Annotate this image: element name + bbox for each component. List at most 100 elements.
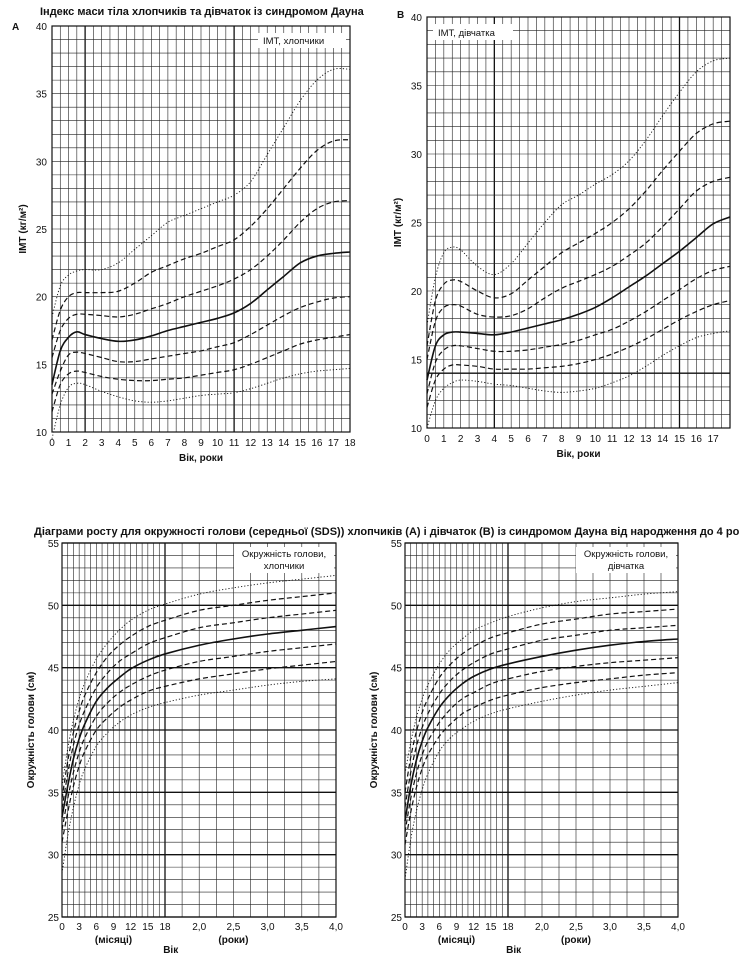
x-tick-label: 4 bbox=[115, 438, 121, 449]
y-tick-label: 35 bbox=[36, 90, 48, 101]
y-tick-label: 20 bbox=[36, 293, 48, 304]
x-tick-label: 10 bbox=[212, 438, 224, 449]
series-line-dotted bbox=[404, 591, 679, 774]
x-tick-label: 0 bbox=[59, 922, 65, 933]
series-line-dashed bbox=[426, 300, 731, 408]
y-tick-label: 30 bbox=[36, 157, 48, 168]
x-tick-label: 5 bbox=[132, 438, 138, 449]
series-line-dotted bbox=[426, 57, 731, 326]
x-tick-label: 15 bbox=[485, 922, 497, 933]
x-tick-label: 8 bbox=[182, 438, 188, 449]
series-line-dashed bbox=[61, 643, 337, 830]
x-tick-label: 12 bbox=[125, 922, 137, 933]
series-line-solid bbox=[426, 216, 731, 381]
series-line-dashed bbox=[61, 660, 337, 843]
x-tick-label: 9 bbox=[454, 922, 460, 933]
series-line-dashed bbox=[51, 199, 351, 358]
y-tick-label: 35 bbox=[48, 788, 60, 799]
plot-frame bbox=[51, 25, 351, 433]
plot-frame bbox=[404, 542, 679, 918]
x-tick-label: 1 bbox=[66, 438, 72, 449]
series-line-dashed bbox=[426, 176, 731, 360]
x-tick-label: 13 bbox=[640, 434, 652, 445]
y-tick-label: 45 bbox=[391, 664, 403, 675]
x-tick-label: 0 bbox=[49, 438, 55, 449]
x-tick-label: 9 bbox=[111, 922, 117, 933]
x-tick-label: 5 bbox=[508, 434, 514, 445]
x-tick-label: 0 bbox=[424, 434, 430, 445]
series-line-dotted bbox=[51, 68, 351, 318]
x-tick-label: 15 bbox=[674, 434, 686, 445]
y-tick-label: 15 bbox=[411, 356, 423, 367]
x-tick-label: 11 bbox=[607, 434, 618, 445]
x-tick-label: 12 bbox=[245, 438, 257, 449]
x-unit-months-label: (місяці) bbox=[95, 935, 132, 946]
legend-label: дівчатка bbox=[608, 561, 645, 572]
x-tick-label: 6 bbox=[149, 438, 155, 449]
x-unit-months-label: (місяці) bbox=[438, 935, 475, 946]
series-line-dashed bbox=[426, 265, 731, 394]
y-tick-label: 10 bbox=[36, 428, 48, 439]
y-tick-label: 40 bbox=[391, 726, 403, 737]
legend-box bbox=[258, 33, 346, 48]
legend-label: ІМТ, хлопчики bbox=[263, 36, 324, 47]
y-tick-label: 55 bbox=[48, 539, 60, 550]
y-tick-label: 40 bbox=[36, 22, 48, 33]
y-tick-label: 25 bbox=[411, 219, 423, 230]
x-tick-label: 8 bbox=[559, 434, 565, 445]
series-line-solid bbox=[61, 625, 337, 818]
x-tick-label: 4,0 bbox=[329, 922, 343, 933]
x-tick-label: 17 bbox=[708, 434, 720, 445]
x-tick-label: 18 bbox=[502, 922, 514, 933]
y-tick-label: 15 bbox=[36, 360, 48, 371]
x-tick-label: 15 bbox=[142, 922, 154, 933]
x-tick-label: 7 bbox=[165, 438, 171, 449]
series-line-dashed bbox=[61, 609, 337, 809]
x-axis-label: Вік bbox=[506, 945, 522, 956]
x-tick-label: 17 bbox=[328, 438, 340, 449]
x-tick-label: 2,0 bbox=[535, 922, 549, 933]
plot-frame bbox=[426, 16, 731, 429]
series-line-solid bbox=[404, 638, 679, 822]
series-line-dashed bbox=[404, 657, 679, 833]
x-tick-label: 2 bbox=[458, 434, 464, 445]
x-tick-label: 14 bbox=[278, 438, 290, 449]
y-tick-label: 50 bbox=[391, 601, 403, 612]
x-tick-label: 7 bbox=[542, 434, 548, 445]
x-tick-label: 3 bbox=[419, 922, 425, 933]
x-tick-label: 4 bbox=[492, 434, 498, 445]
y-tick-label: 35 bbox=[391, 788, 403, 799]
x-axis-label: Вік bbox=[163, 945, 179, 956]
legend-label: Окружність голови, bbox=[584, 549, 668, 560]
x-tick-label: 2,5 bbox=[226, 922, 240, 933]
x-tick-label: 16 bbox=[311, 438, 323, 449]
panel-letter: A bbox=[12, 22, 19, 33]
x-unit-years-label: (роки) bbox=[218, 935, 248, 946]
series-line-dashed bbox=[404, 672, 679, 845]
x-axis-label: Вік, роки bbox=[557, 449, 601, 460]
y-axis-label: Окружність голови (см) bbox=[369, 672, 380, 789]
x-tick-label: 3 bbox=[76, 922, 82, 933]
y-axis-label: Окружність голови (см) bbox=[26, 672, 37, 789]
x-tick-label: 12 bbox=[468, 922, 480, 933]
y-tick-label: 30 bbox=[391, 851, 403, 862]
series-line-dashed bbox=[426, 120, 731, 346]
x-tick-label: 6 bbox=[437, 922, 443, 933]
y-axis-label: ІМТ (кг/м²) bbox=[393, 198, 404, 247]
top-figure-title: Індекс маси тіла хлопчиків та дівчаток і… bbox=[40, 6, 365, 18]
y-tick-label: 35 bbox=[411, 82, 423, 93]
head-circumference-girls-chart: Окружність голови,дівчатка 0 3 6 9 12 15 18 2,0 2… bbox=[369, 539, 685, 956]
series-line-solid bbox=[51, 251, 351, 385]
series-line-dotted bbox=[61, 574, 337, 787]
series-line-dashed bbox=[61, 592, 337, 799]
series-line-dashed bbox=[51, 296, 351, 395]
x-tick-label: 3,0 bbox=[603, 922, 617, 933]
x-axis-label: Вік, роки bbox=[179, 453, 223, 464]
y-tick-label: 20 bbox=[411, 287, 423, 298]
series-line-dashed bbox=[51, 139, 351, 341]
series-line-dashed bbox=[51, 333, 351, 412]
x-tick-label: 3,0 bbox=[261, 922, 275, 933]
x-tick-label: 15 bbox=[295, 438, 307, 449]
